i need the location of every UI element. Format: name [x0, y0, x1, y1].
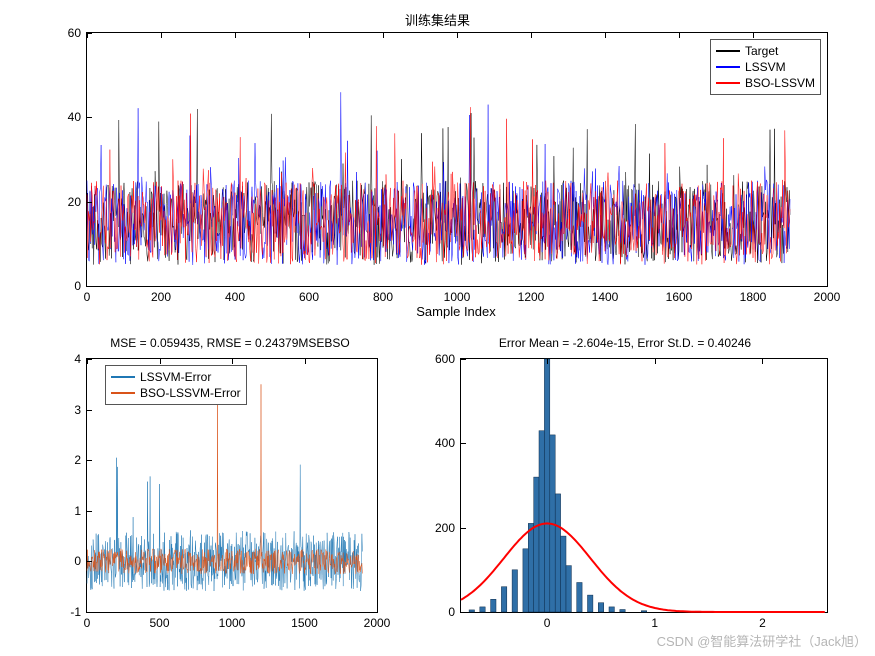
xtick-label: 2	[759, 616, 766, 630]
ytick-label: 20	[68, 195, 81, 209]
ytick-label: 2	[74, 453, 81, 467]
xtick-label: 0	[84, 290, 91, 304]
ytick-label: 0	[74, 279, 81, 293]
ytick-label: 600	[435, 352, 455, 366]
ytick-label: 400	[435, 436, 455, 450]
bottom-left-legend: LSSVM-Error BSO-LSSVM-Error	[105, 365, 247, 405]
ytick-label: 200	[435, 521, 455, 535]
xtick-label: 600	[299, 290, 319, 304]
xtick-label: 500	[149, 616, 169, 630]
bottom-left-axes: LSSVM-Error BSO-LSSVM-Error 050010001500…	[86, 358, 378, 613]
ytick-label: 3	[74, 403, 81, 417]
xtick-label: 1800	[740, 290, 767, 304]
xtick-label: 200	[151, 290, 171, 304]
xtick-label: 1600	[666, 290, 693, 304]
top-chart-legend: Target LSSVM BSO-LSSVM	[710, 39, 821, 95]
legend-row: LSSVM-Error	[111, 369, 241, 385]
ytick-label: 60	[68, 26, 81, 40]
legend-row: Target	[716, 43, 815, 59]
xtick-label: 1000	[444, 290, 471, 304]
xtick-label: 1200	[518, 290, 545, 304]
xtick-label: 800	[373, 290, 393, 304]
watermark-text: CSDN @智能算法研学社（Jack旭）	[657, 631, 867, 650]
legend-row: BSO-LSSVM-Error	[111, 385, 241, 401]
ytick-label: 0	[448, 605, 455, 619]
legend-label: LSSVM-Error	[140, 370, 211, 384]
xtick-label: 1400	[592, 290, 619, 304]
legend-label: Target	[745, 44, 778, 58]
legend-label: BSO-LSSVM	[745, 76, 815, 90]
xtick-label: 2000	[364, 616, 391, 630]
xtick-label: 1000	[219, 616, 246, 630]
bottom-right-plot	[461, 359, 827, 612]
ytick-label: 40	[68, 110, 81, 124]
ytick-label: 4	[74, 352, 81, 366]
xtick-label: 0	[544, 616, 551, 630]
ytick-label: -1	[70, 605, 81, 619]
xtick-label: 400	[225, 290, 245, 304]
ytick-label: 0	[74, 554, 81, 568]
legend-row: BSO-LSSVM	[716, 75, 815, 91]
legend-label: LSSVM	[745, 60, 786, 74]
legend-label: BSO-LSSVM-Error	[140, 386, 241, 400]
top-chart-axes: Target LSSVM BSO-LSSVM 02004006008001000…	[86, 32, 828, 287]
xtick-label: 2000	[814, 290, 841, 304]
xtick-label: 0	[84, 616, 91, 630]
xtick-label: 1	[651, 616, 658, 630]
bottom-right-title: Error Mean = -2.604e-15, Error St.D. = 0…	[390, 336, 860, 350]
bottom-right-axes: 0120200400600	[460, 358, 828, 613]
ytick-label: 1	[74, 504, 81, 518]
xtick-label: 1500	[291, 616, 318, 630]
legend-row: LSSVM	[716, 59, 815, 75]
top-chart-title: 训练集结果	[0, 10, 875, 29]
top-chart-xlabel: Sample Index	[86, 304, 826, 319]
